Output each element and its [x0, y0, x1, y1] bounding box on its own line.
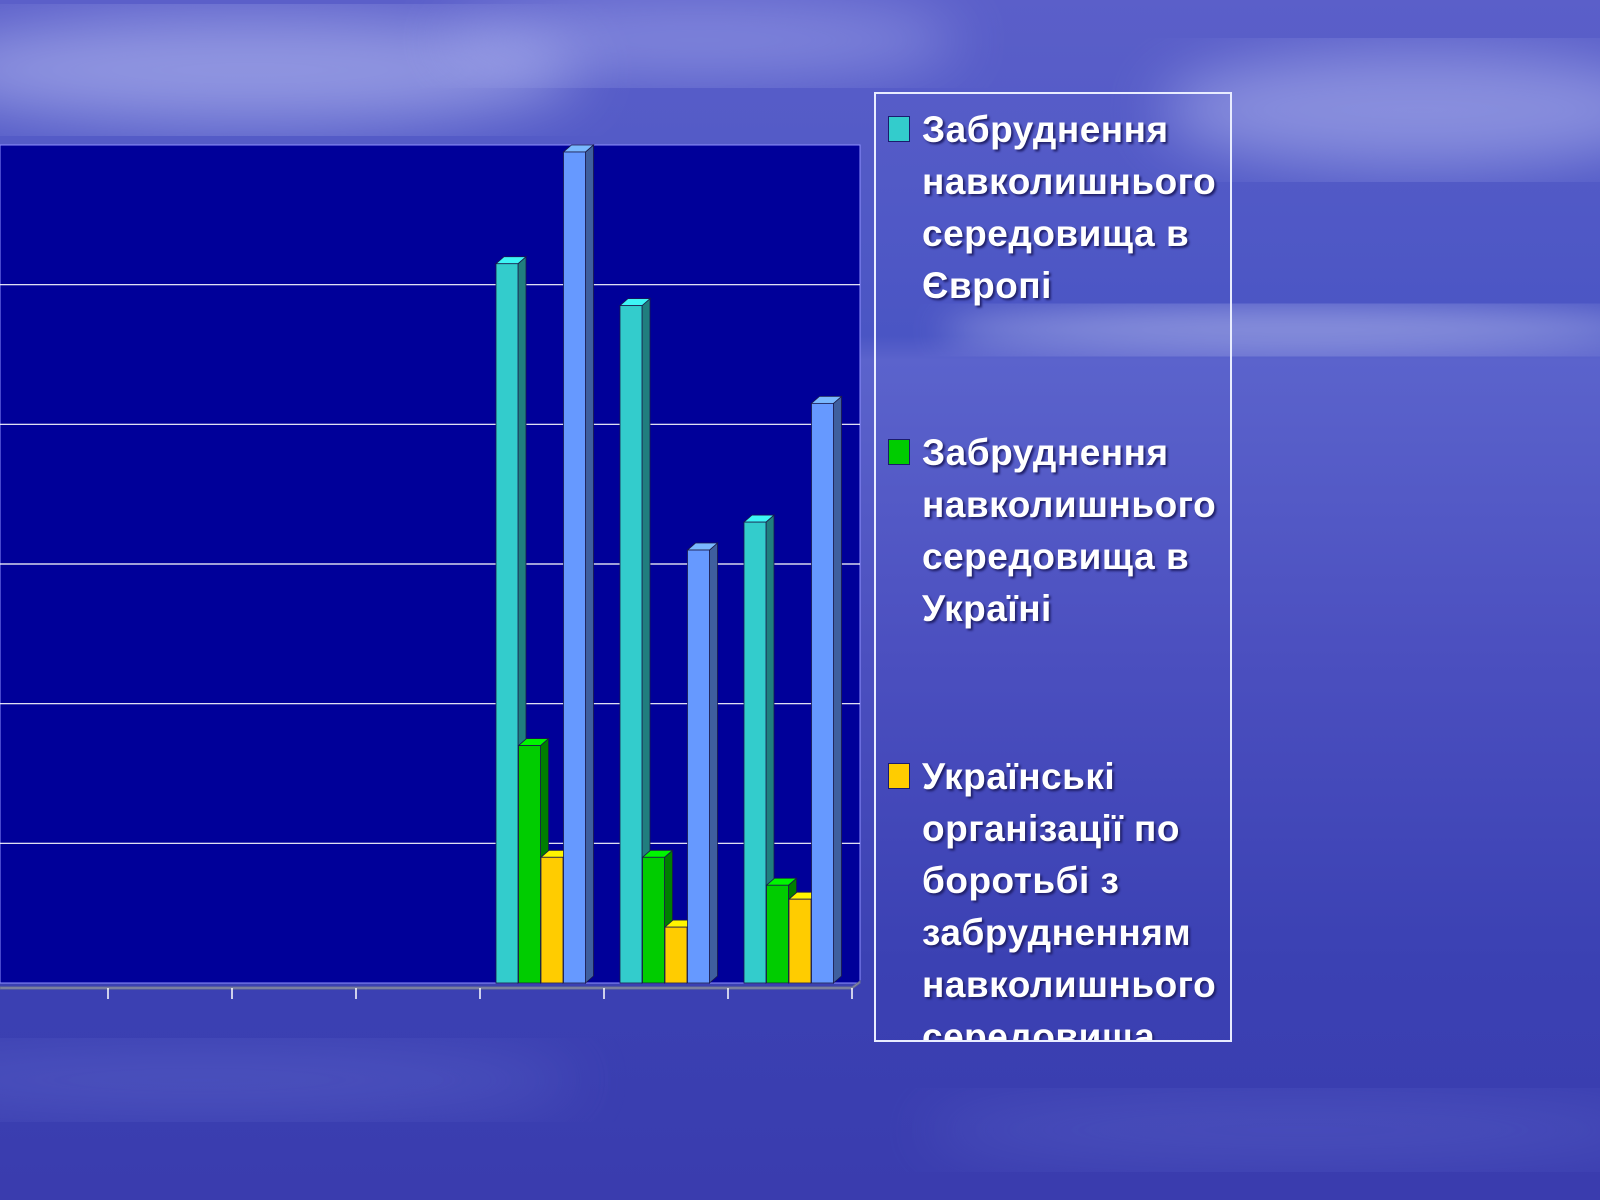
bar-s4-c7	[810, 395, 843, 984]
bars	[494, 144, 843, 984]
bar-s4-c6	[686, 542, 719, 984]
legend-label-europe: Забруднення навколишнього середовища в Є…	[922, 109, 1217, 306]
chart-floor	[0, 980, 861, 990]
legend-swatch-ukraine	[888, 439, 910, 465]
floor-edge	[0, 980, 861, 990]
bar-s1-c6	[618, 297, 652, 984]
legend-swatch-europe	[888, 116, 910, 142]
bar-s4-c5	[562, 144, 595, 984]
x-axis-ticks	[107, 988, 853, 999]
chart-legend: Забруднення навколишнього середовища в Є…	[874, 92, 1232, 1042]
legend-label-ukraine: Забруднення навколишнього середовища в У…	[922, 432, 1217, 629]
legend-label-organizations: Українські організації по боротьбі з заб…	[922, 756, 1217, 1042]
legend-swatch-organizations	[888, 763, 910, 789]
